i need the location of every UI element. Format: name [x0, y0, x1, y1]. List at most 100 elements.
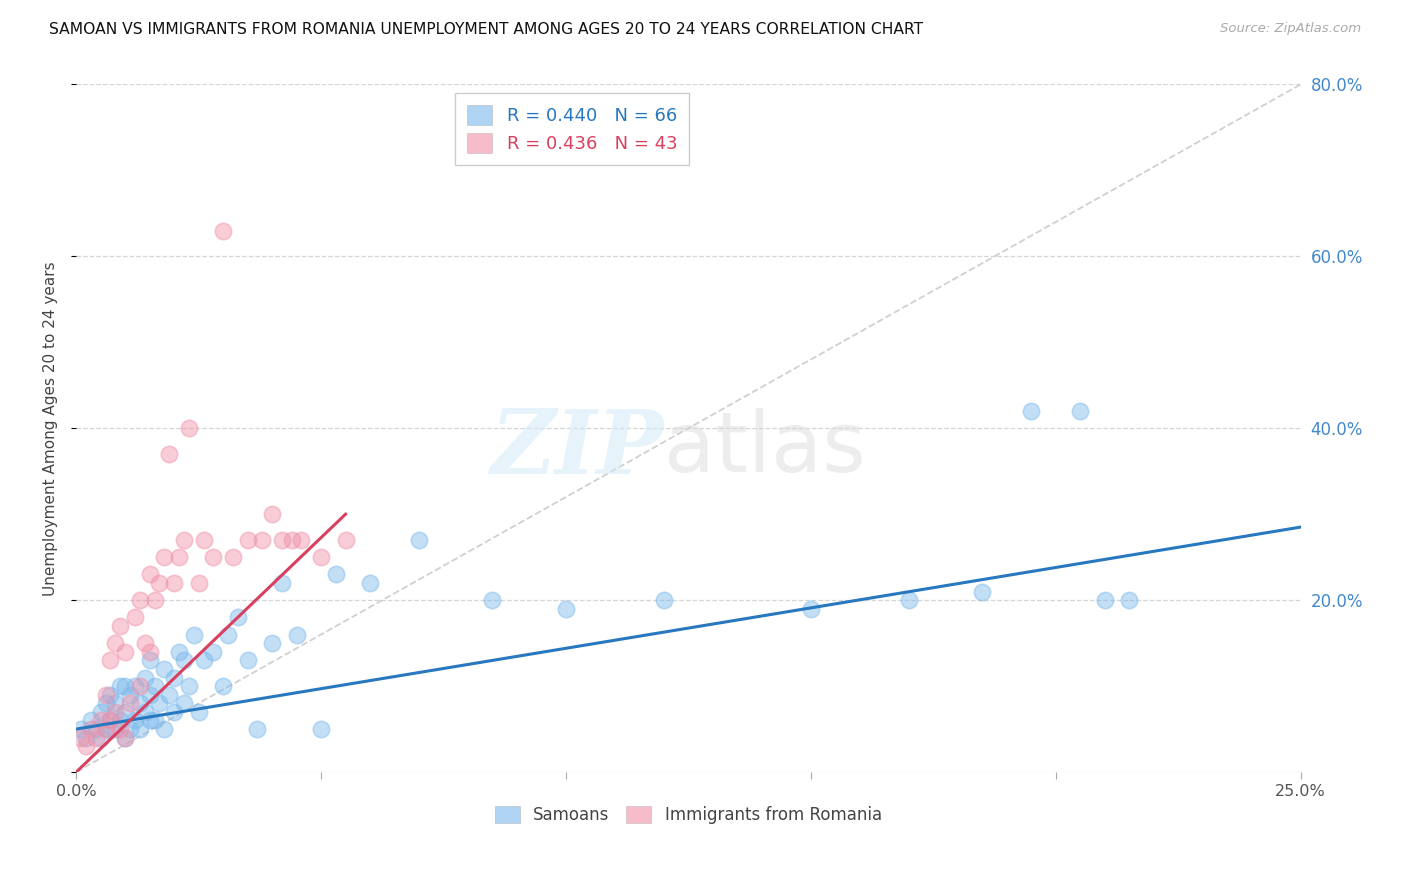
Point [148, 696, 170, 710]
Point [1069, 404, 1091, 418]
Point [153, 550, 176, 565]
Point [153, 722, 176, 736]
Point [163, 705, 186, 719]
Text: SAMOAN VS IMMIGRANTS FROM ROMANIA UNEMPLOYMENT AMONG AGES 20 TO 24 YEARS CORRELA: SAMOAN VS IMMIGRANTS FROM ROMANIA UNEMPL… [49, 22, 924, 37]
Point [183, 627, 205, 641]
Point [124, 679, 146, 693]
Point [177, 679, 200, 693]
Point [90, 714, 112, 728]
Point [187, 576, 209, 591]
Point [143, 714, 166, 728]
Point [104, 696, 127, 710]
Point [1019, 404, 1042, 418]
Point [134, 671, 156, 685]
Point [148, 576, 170, 591]
Point [173, 533, 195, 547]
Point [167, 645, 190, 659]
Point [212, 223, 235, 237]
Point [652, 593, 675, 607]
Point [270, 533, 292, 547]
Point [167, 550, 190, 565]
Point [1094, 593, 1116, 607]
Point [143, 593, 166, 607]
Point [70, 722, 93, 736]
Point [163, 671, 186, 685]
Point [236, 533, 259, 547]
Point [138, 653, 160, 667]
Point [114, 731, 136, 745]
Y-axis label: Unemployment Among Ages 20 to 24 years: Unemployment Among Ages 20 to 24 years [44, 261, 58, 596]
Point [80, 722, 103, 736]
Point [110, 619, 132, 633]
Point [236, 653, 259, 667]
Point [138, 688, 160, 702]
Point [128, 722, 150, 736]
Point [897, 593, 920, 607]
Text: atlas: atlas [664, 409, 866, 490]
Point [104, 722, 127, 736]
Point [138, 714, 160, 728]
Point [262, 636, 284, 650]
Point [124, 610, 146, 624]
Point [90, 705, 112, 719]
Point [153, 662, 176, 676]
Point [110, 722, 132, 736]
Point [481, 593, 503, 607]
Point [114, 705, 136, 719]
Point [110, 714, 132, 728]
Point [94, 722, 117, 736]
Point [163, 576, 186, 591]
Point [118, 722, 141, 736]
Point [104, 636, 127, 650]
Point [177, 421, 200, 435]
Point [118, 696, 141, 710]
Point [408, 533, 430, 547]
Point [128, 593, 150, 607]
Point [325, 567, 347, 582]
Point [110, 679, 132, 693]
Point [187, 705, 209, 719]
Point [262, 507, 284, 521]
Point [280, 533, 302, 547]
Point [335, 533, 357, 547]
Point [138, 645, 160, 659]
Point [217, 627, 239, 641]
Point [202, 550, 225, 565]
Point [212, 679, 235, 693]
Point [972, 584, 994, 599]
Point [100, 688, 122, 702]
Point [94, 722, 117, 736]
Point [226, 610, 249, 624]
Text: ZIP: ZIP [491, 406, 664, 492]
Point [138, 567, 160, 582]
Point [70, 731, 93, 745]
Point [134, 705, 156, 719]
Point [100, 714, 122, 728]
Point [157, 688, 180, 702]
Point [100, 653, 122, 667]
Point [134, 636, 156, 650]
Point [100, 714, 122, 728]
Point [285, 627, 308, 641]
Point [309, 550, 332, 565]
Point [222, 550, 245, 565]
Point [202, 645, 225, 659]
Point [75, 739, 97, 754]
Point [84, 722, 107, 736]
Point [80, 714, 103, 728]
Point [94, 696, 117, 710]
Point [193, 653, 215, 667]
Point [128, 679, 150, 693]
Point [309, 722, 332, 736]
Point [1118, 593, 1140, 607]
Point [555, 601, 578, 615]
Point [193, 533, 215, 547]
Point [118, 688, 141, 702]
Point [359, 576, 381, 591]
Point [114, 645, 136, 659]
Point [800, 601, 823, 615]
Point [75, 731, 97, 745]
Point [90, 731, 112, 745]
Legend: Samoans, Immigrants from Romania: Samoans, Immigrants from Romania [486, 797, 890, 832]
Point [157, 447, 180, 461]
